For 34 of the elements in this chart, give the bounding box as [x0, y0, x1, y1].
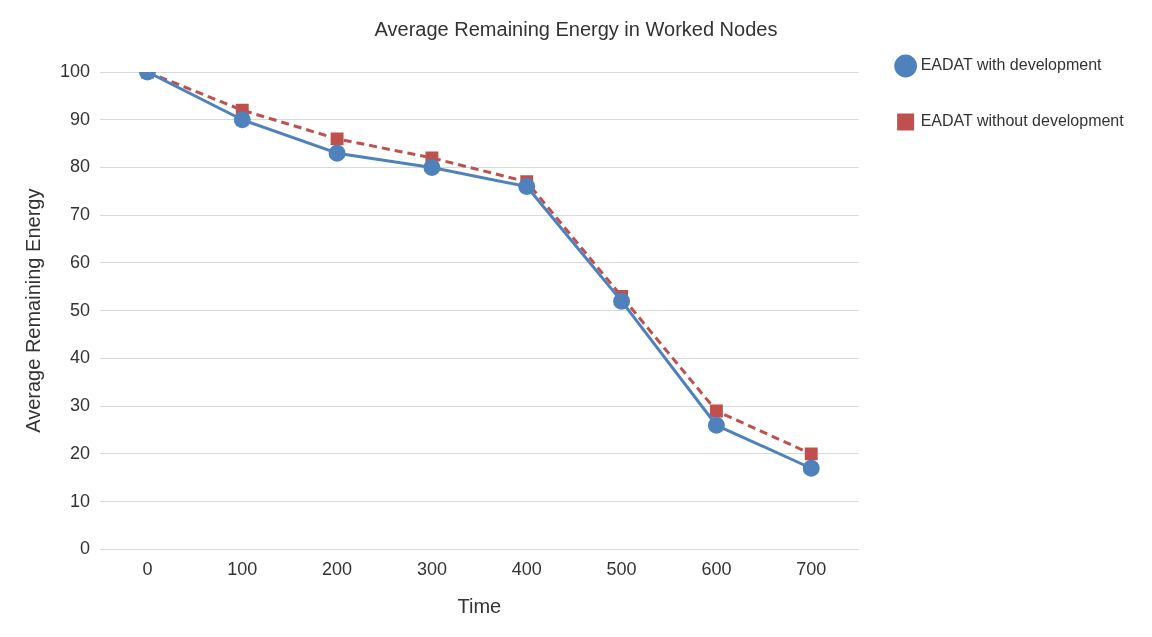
- x-axis-title: Time: [457, 594, 502, 617]
- legend-label: EADAT without development: [920, 112, 1125, 130]
- y-tick-label: 30: [70, 395, 91, 416]
- x-tick-label: 200: [322, 559, 353, 580]
- y-tick-label: 20: [70, 442, 91, 463]
- point: [328, 144, 346, 162]
- point: [709, 404, 723, 418]
- x-tick-label: 0: [142, 559, 153, 580]
- y-tick-label: 0: [80, 538, 91, 559]
- y-axis-title: Average Remaining Energy: [21, 188, 44, 433]
- point: [804, 447, 818, 461]
- point: [518, 178, 536, 196]
- y-tick-label: 60: [70, 251, 91, 272]
- point: [233, 111, 251, 129]
- y-tick-label: 80: [70, 156, 91, 177]
- y-tick-label: 10: [70, 490, 91, 511]
- point: [707, 416, 725, 434]
- x-tick-label: 700: [796, 559, 827, 580]
- legend-label: EADAT with development: [920, 56, 1103, 74]
- point: [613, 292, 631, 310]
- y-tick-label: 50: [70, 299, 91, 320]
- x-tick-label: 100: [227, 559, 258, 580]
- point: [423, 158, 441, 176]
- x-tick-label: 300: [416, 559, 447, 580]
- x-tick-label: 400: [511, 559, 542, 580]
- chart-title: Average Remaining Energy in Worked Nodes: [374, 17, 778, 40]
- x-tick-label: 500: [606, 559, 637, 580]
- y-tick-label: 40: [70, 347, 91, 368]
- x-tick-label: 600: [701, 559, 732, 580]
- point: [802, 459, 820, 477]
- point: [330, 132, 344, 146]
- y-tick-label: 100: [59, 60, 91, 81]
- y-tick-label: 90: [70, 108, 91, 129]
- y-tick-label: 70: [70, 204, 91, 225]
